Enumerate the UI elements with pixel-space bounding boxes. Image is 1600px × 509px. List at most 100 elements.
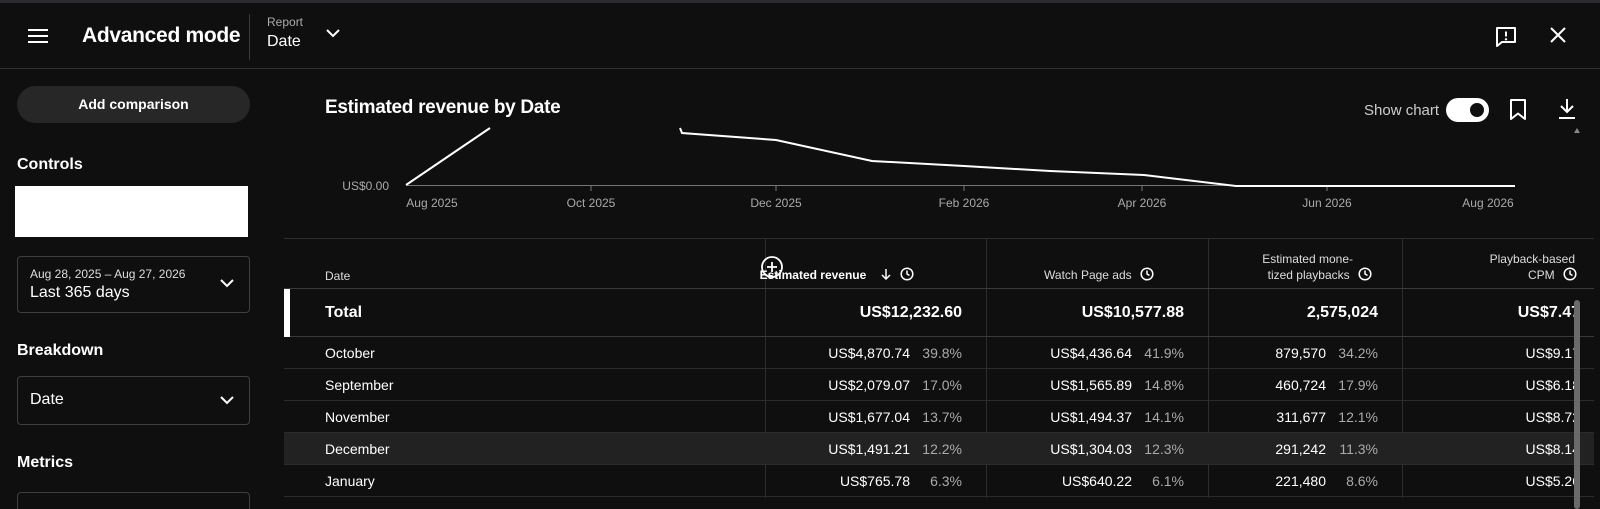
column-header-watch-page-ads[interactable]: Watch Page ads <box>1044 267 1154 283</box>
watch-page-ads-pct-cell: 14.8% <box>1144 377 1184 393</box>
table-row[interactable]: January US$765.78 6.3% US$640.22 6.1% 221,480… <box>284 465 1594 497</box>
revenue-pct-cell: 6.3% <box>930 473 962 489</box>
row-label: October <box>325 345 375 361</box>
watch-page-ads-pct-cell: 41.9% <box>1144 345 1184 361</box>
metrics-select[interactable] <box>17 492 250 509</box>
playbacks-cell: 221,480 <box>1275 473 1326 489</box>
x-axis-tick: Oct 2025 <box>567 196 616 210</box>
row-label: January <box>325 473 375 489</box>
window-top-border <box>0 0 1600 3</box>
bookmark-icon[interactable] <box>1508 98 1528 122</box>
watch-page-ads-cell: US$4,436.64 <box>1050 345 1132 361</box>
breakdown-select[interactable]: Date <box>17 376 250 425</box>
date-range-text: Aug 28, 2025 – Aug 27, 2026 <box>30 267 186 281</box>
revenue-line-segment <box>405 127 491 186</box>
date-range-select[interactable]: Aug 28, 2025 – Aug 27, 2026 Last 365 day… <box>17 256 250 313</box>
add-comparison-button[interactable]: Add comparison <box>17 86 250 123</box>
cpm-cell: US$9.17 <box>1525 345 1580 361</box>
playbacks-pct-cell: 34.2% <box>1338 345 1378 361</box>
playbacks-pct-cell: 11.3% <box>1339 441 1378 457</box>
playbacks-pct-cell: 17.9% <box>1338 377 1378 393</box>
scroll-up-arrow[interactable] <box>1574 128 1580 133</box>
revenue-pct-cell: 13.7% <box>922 409 962 425</box>
playbacks-pct-cell: 12.1% <box>1338 409 1378 425</box>
toggle-knob <box>1468 101 1486 119</box>
column-header-date[interactable]: Date <box>325 269 351 283</box>
controls-heading: Controls <box>17 156 83 173</box>
breakdown-value: Date <box>30 391 64 408</box>
date-preset-text: Last 365 days <box>30 284 130 301</box>
page-title: Advanced mode <box>82 24 241 47</box>
clock-icon[interactable] <box>1358 267 1372 281</box>
table-row[interactable]: September US$2,079.07 17.0% US$1,565.89 14.8… <box>284 369 1594 401</box>
column-header-cpm-line2: CPM <box>1527 268 1555 282</box>
revenue-chart: US$0.00 Aug 2025 Oct 2025 Dec 2025 Feb 2… <box>342 127 1515 210</box>
revenue-pct-cell: 17.0% <box>922 377 962 393</box>
column-header-cpm[interactable]: Playback-based CPM <box>1490 251 1577 283</box>
total-watch-page-ads: US$10,577.88 <box>1081 304 1184 321</box>
x-axis-tick: Apr 2026 <box>1118 196 1167 210</box>
table-row[interactable]: December US$1,491.21 12.2% US$1,304.03 12.3%… <box>284 433 1594 465</box>
row-label: December <box>325 441 390 457</box>
chart-title: Estimated revenue by Date <box>325 97 561 118</box>
column-header-cpm-line1: Playback-based <box>1489 252 1575 266</box>
clock-icon[interactable] <box>1563 267 1577 281</box>
report-label: Report <box>267 15 304 29</box>
watch-page-ads-pct-cell: 14.1% <box>1144 409 1184 425</box>
metrics-heading: Metrics <box>17 454 74 471</box>
playbacks-cell: 311,677 <box>1276 409 1326 425</box>
total-row-marker <box>284 289 290 337</box>
revenue-cell: US$1,491.21 <box>828 441 910 457</box>
playbacks-cell: 291,242 <box>1275 441 1326 457</box>
row-label: November <box>325 409 390 425</box>
column-header-revenue[interactable]: Estimated revenue <box>760 267 914 283</box>
clock-icon[interactable] <box>900 267 914 281</box>
report-main: Estimated revenue by Date Show chart US$… <box>284 70 1600 509</box>
column-header-monetized-playbacks[interactable]: Estimated mone- tized playbacks <box>1262 251 1372 283</box>
controls-panel[interactable] <box>15 186 248 237</box>
cpm-cell: US$8.72 <box>1525 409 1580 425</box>
revenue-cell: US$1,677.04 <box>828 409 910 425</box>
x-axis-tick: Jun 2026 <box>1302 196 1352 210</box>
report-table: Date Estimated revenue Watch Page ads Es… <box>284 238 1594 498</box>
report-selector[interactable]: Report Date <box>267 15 303 51</box>
chevron-down-icon <box>220 279 234 288</box>
menu-icon[interactable] <box>26 25 50 47</box>
add-column-icon[interactable] <box>760 255 784 279</box>
column-header-revenue-label: Estimated revenue <box>759 268 867 282</box>
playbacks-cell: 460,724 <box>1275 377 1326 393</box>
table-body: October US$4,870.74 39.8% US$4,436.64 41.9% 8… <box>284 337 1594 497</box>
watch-page-ads-pct-cell: 6.1% <box>1152 473 1184 489</box>
feedback-icon[interactable] <box>1494 25 1518 49</box>
x-axis-tick: Feb 2026 <box>939 196 990 210</box>
app-header: Advanced mode Report Date <box>0 3 1600 69</box>
table-row[interactable]: October US$4,870.74 39.8% US$4,436.64 41.9% 8… <box>284 337 1594 369</box>
playbacks-cell: 879,570 <box>1275 345 1326 361</box>
revenue-pct-cell: 12.2% <box>922 441 962 457</box>
header-divider <box>249 14 250 60</box>
row-label: September <box>325 377 394 393</box>
total-cpm: US$7.47 <box>1517 304 1580 321</box>
sort-descending-icon[interactable] <box>880 268 892 281</box>
table-scrollbar[interactable] <box>1574 300 1580 509</box>
column-header-monetized-line1: Estimated mone- <box>1262 252 1353 266</box>
table-row[interactable]: November US$1,677.04 13.7% US$1,494.37 14.1%… <box>284 401 1594 433</box>
column-header-monetized-line2: tized playbacks <box>1267 268 1350 282</box>
cpm-cell: US$5.26 <box>1525 473 1580 489</box>
revenue-cell: US$765.78 <box>839 473 910 489</box>
cpm-cell: US$6.18 <box>1525 377 1580 393</box>
watch-page-ads-cell: US$1,565.89 <box>1050 377 1132 393</box>
download-icon[interactable] <box>1556 97 1578 121</box>
close-icon[interactable] <box>1548 25 1568 45</box>
total-playbacks: 2,575,024 <box>1306 304 1378 321</box>
revenue-line <box>679 127 1515 187</box>
revenue-pct-cell: 39.8% <box>922 345 962 361</box>
table-header: Date Estimated revenue Watch Page ads Es… <box>284 238 1594 289</box>
x-axis-tick: Aug 2025 <box>406 196 458 210</box>
chevron-down-icon[interactable] <box>325 27 341 39</box>
x-axis-tick: Dec 2025 <box>750 196 802 210</box>
show-chart-toggle[interactable] <box>1446 98 1489 122</box>
revenue-cell: US$4,870.74 <box>828 345 910 361</box>
clock-icon[interactable] <box>1140 267 1154 281</box>
watch-page-ads-cell: US$1,494.37 <box>1050 409 1132 425</box>
